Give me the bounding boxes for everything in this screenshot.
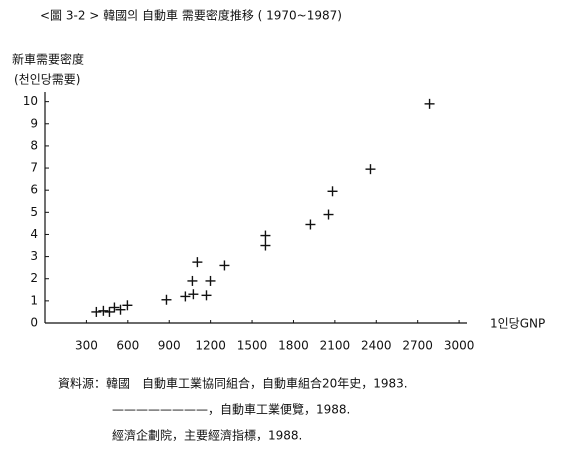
y-tick-label: 8 — [30, 138, 38, 152]
y-axis-label: 新車需要密度 — [12, 52, 84, 67]
chart-title: <圖 3-2 > 韓國의 自動車 需要密度推移 ( 1970~1987) — [40, 8, 342, 23]
point — [365, 164, 376, 175]
y-tick-label: 1 — [30, 293, 38, 307]
y-tick-label: 6 — [30, 183, 38, 197]
y-axis-sublabel: (천인당需要) — [14, 72, 80, 87]
x-tick-label: 3000 — [444, 339, 475, 353]
point — [260, 240, 271, 251]
point — [424, 98, 435, 109]
point — [115, 304, 126, 315]
point — [205, 275, 216, 286]
point — [260, 230, 271, 241]
y-tick-label: 10 — [23, 94, 38, 108]
x-tick-label: 1200 — [195, 339, 226, 353]
y-tick-label: 4 — [30, 227, 38, 241]
point — [201, 290, 212, 301]
y-tick-label: 2 — [30, 271, 38, 285]
x-tick-label: 900 — [158, 339, 181, 353]
point — [327, 186, 338, 197]
point — [122, 300, 133, 311]
point — [188, 289, 199, 300]
note: 資料源：韓國 自動車工業協同組合，自動車組合20年史，1983. — [58, 376, 408, 391]
point — [161, 294, 172, 305]
point — [219, 260, 230, 271]
x-tick-label: 2100 — [320, 339, 351, 353]
y-tick-label: 0 — [30, 316, 38, 330]
x-tick-label: 600 — [116, 339, 139, 353]
note: 經濟企劃院，主要經濟指標，1988. — [112, 428, 302, 443]
y-tick-label: 5 — [30, 205, 38, 219]
point — [104, 306, 115, 317]
x-axis-label: 1인당GNP — [490, 317, 545, 331]
x-tick-label: 300 — [75, 339, 98, 353]
point — [187, 275, 198, 286]
x-tick-label: 1800 — [278, 339, 309, 353]
x-tick-label: 2700 — [402, 339, 433, 353]
note: ————————，自動車工業便覽，1988. — [112, 403, 350, 417]
point — [192, 257, 203, 268]
x-tick-label: 1500 — [237, 339, 268, 353]
point — [109, 302, 120, 313]
y-tick-label: 7 — [30, 161, 38, 175]
x-tick-label: 2400 — [361, 339, 392, 353]
point — [91, 306, 102, 317]
point — [305, 219, 316, 230]
point — [323, 209, 334, 220]
y-tick-label: 9 — [30, 116, 38, 130]
point — [98, 305, 109, 316]
point — [180, 291, 191, 302]
y-tick-label: 3 — [30, 249, 38, 263]
